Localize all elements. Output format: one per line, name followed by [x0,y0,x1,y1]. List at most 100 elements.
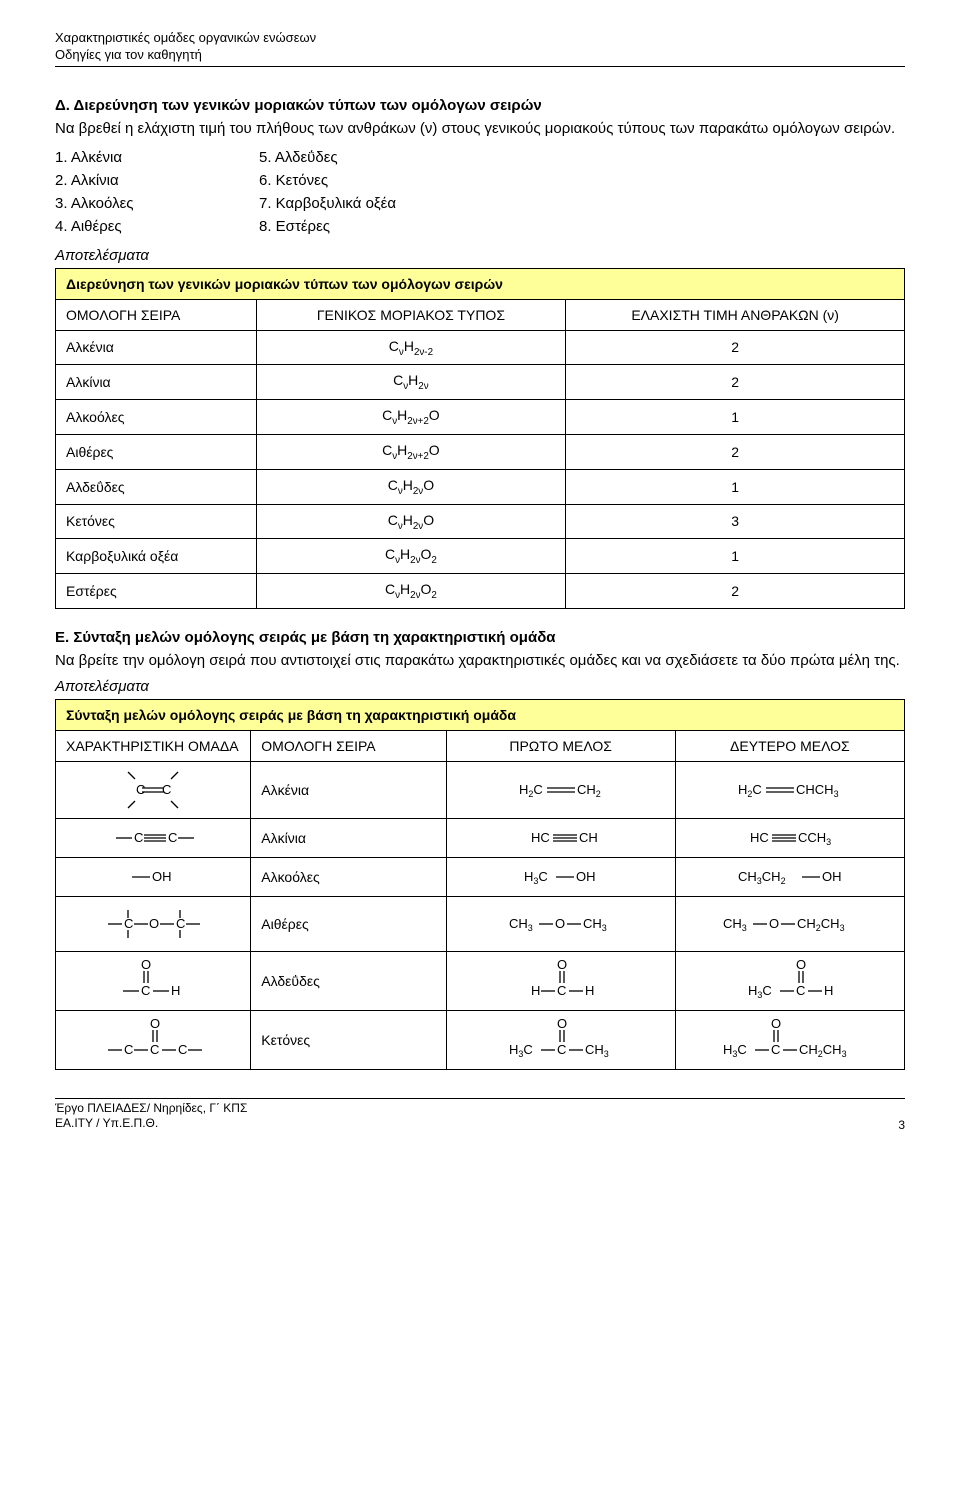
t1-r5-val: 3 [566,504,905,539]
table-2-head-1: ΟΜΟΛΟΓΗ ΣΕΙΡΑ [251,730,446,761]
list-item: 5. Αλδεΰδες [259,146,396,169]
svg-text:C: C [124,916,133,931]
section-d-body: Να βρεθεί η ελάχιστη τιμή του πλήθους τω… [55,118,905,140]
ethanal-icon: O H3C C H [730,959,850,1003]
section-d-list: 1. Αλκένια 2. Αλκίνια 3. Αλκοόλες 4. Αιθ… [55,146,905,239]
t1-r2-name: Αλκοόλες [56,400,257,435]
svg-text:O: O [796,959,806,972]
svg-text:CH2CH3: CH2CH3 [799,1042,847,1059]
svg-text:H: H [585,983,594,998]
t2-r0-first: H2C CH2 [446,761,675,818]
alcohol-group-icon: OH [118,866,188,888]
svg-text:HC: HC [750,830,769,845]
table-2-head-2: ΠΡΩΤΟ ΜΕΛΟΣ [446,730,675,761]
svg-text:C: C [176,916,185,931]
svg-text:CH3: CH3 [723,916,747,933]
t1-r6-val: 1 [566,539,905,574]
t2-r1-group: C C [56,818,251,857]
butanone-icon: O H3C C CH2CH3 [705,1018,875,1062]
t2-r2-first: H3C OH [446,857,675,896]
svg-text:C: C [136,782,145,797]
t2-r5-group: O C C C [56,1010,251,1069]
list-item: 3. Αλκοόλες [55,192,235,215]
svg-text:O: O [149,916,159,931]
svg-text:C: C [150,1042,159,1057]
t2-r2-series: Αλκοόλες [251,857,446,896]
table-1: Διερεύνηση των γενικών μοριακών τύπων τω… [55,268,905,609]
svg-text:C: C [771,1042,780,1057]
svg-text:C: C [124,1042,133,1057]
svg-text:H3C: H3C [748,983,772,1000]
footer-left: Έργο ΠΛΕΙΑΔΕΣ/ Νηρηίδες, Γ΄ ΚΠΣ ΕΑ.ΙΤΥ /… [55,1101,247,1132]
list-item: 6. Κετόνες [259,169,396,192]
svg-text:H3C: H3C [723,1042,747,1059]
svg-text:H: H [171,983,180,998]
list-item: 8. Εστέρες [259,215,396,238]
t2-r3-first: CH3 O CH3 [446,896,675,951]
svg-text:C: C [168,830,177,845]
t1-r6-formula: CνH2νO2 [256,539,566,574]
t1-r0-val: 2 [566,330,905,365]
list-item: 1. Αλκένια [55,146,235,169]
t2-r3-second: CH3 O CH2CH3 [675,896,904,951]
list-col-2: 5. Αλδεΰδες 6. Κετόνες 7. Καρβοξυλικά οξ… [259,146,396,239]
svg-text:C: C [796,983,805,998]
svg-text:CH3: CH3 [509,916,533,933]
svg-text:CCH3: CCH3 [798,830,831,847]
svg-text:HC: HC [531,830,550,845]
svg-text:O: O [141,959,151,972]
t1-r3-val: 2 [566,434,905,469]
header-line-1: Χαρακτηριστικές ομάδες οργανικών ενώσεων [55,30,905,47]
t2-r0-group: C C [56,761,251,818]
table-1-head-0: ΟΜΟΛΟΓΗ ΣΕΙΡΑ [56,299,257,330]
svg-text:CH2CH3: CH2CH3 [797,916,845,933]
section-e-body: Να βρείτε την ομόλογη σειρά που αντιστοι… [55,650,905,672]
t1-r3-formula: CνH2ν+2O [256,434,566,469]
aldehyde-group-icon: O C H [113,959,193,1003]
svg-text:O: O [555,916,565,931]
t1-r4-name: Αλδεΰδες [56,469,257,504]
t1-r1-formula: CνH2ν [256,365,566,400]
t2-r5-first: O H3C C CH3 [446,1010,675,1069]
t2-r1-second: HC CCH3 [675,818,904,857]
table-1-head-1: ΓΕΝΙΚΟΣ ΜΟΡΙΑΚΟΣ ΤΥΠΟΣ [256,299,566,330]
svg-text:H3C: H3C [509,1042,533,1059]
t1-r3-name: Αιθέρες [56,434,257,469]
svg-text:OH: OH [822,869,842,884]
svg-text:C: C [162,782,171,797]
svg-text:C: C [557,1042,566,1057]
t1-r1-name: Αλκίνια [56,365,257,400]
svg-text:O: O [150,1018,160,1031]
section-d-results: Αποτελέσματα [55,247,905,264]
t2-r4-second: O H3C C H [675,951,904,1010]
section-e-title: Ε. Σύνταξη μελών ομόλογης σειράς με βάση… [55,629,905,646]
t2-r3-series: Αιθέρες [251,896,446,951]
table-2: Σύνταξη μελών ομόλογης σειράς με βάση τη… [55,699,905,1070]
t1-r5-formula: CνH2νO [256,504,566,539]
list-col-1: 1. Αλκένια 2. Αλκίνια 3. Αλκοόλες 4. Αιθ… [55,146,235,239]
t2-r3-group: C O C [56,896,251,951]
header-line-2: Οδηγίες για τον καθηγητή [55,47,905,64]
svg-text:H: H [824,983,833,998]
svg-text:CH2: CH2 [577,782,601,799]
svg-text:CH3: CH3 [585,1042,609,1059]
table-2-head-3: ΔΕΥΤΕΡΟ ΜΕΛΟΣ [675,730,904,761]
svg-text:O: O [557,959,567,972]
section-d-title: Δ. Διερεύνηση των γενικών μοριακών τύπων… [55,97,905,114]
alkyne-group-icon: C C [108,826,198,850]
ether-group-icon: C O C [98,904,208,944]
t1-r0-formula: CνH2ν-2 [256,330,566,365]
svg-text:CH3: CH3 [583,916,607,933]
svg-text:OH: OH [576,869,596,884]
section-e-results: Αποτελέσματα [55,678,905,695]
methylethylether-icon: CH3 O CH2CH3 [705,912,875,936]
t2-r5-second: O H3C C CH2CH3 [675,1010,904,1069]
t1-r4-formula: CνH2νO [256,469,566,504]
t1-r5-name: Κετόνες [56,504,257,539]
svg-text:H: H [531,983,540,998]
svg-text:H2C: H2C [519,782,543,799]
svg-text:CHCH3: CHCH3 [796,782,839,799]
svg-text:O: O [557,1018,567,1031]
svg-text:O: O [771,1018,781,1031]
t2-r4-first: O H C H [446,951,675,1010]
